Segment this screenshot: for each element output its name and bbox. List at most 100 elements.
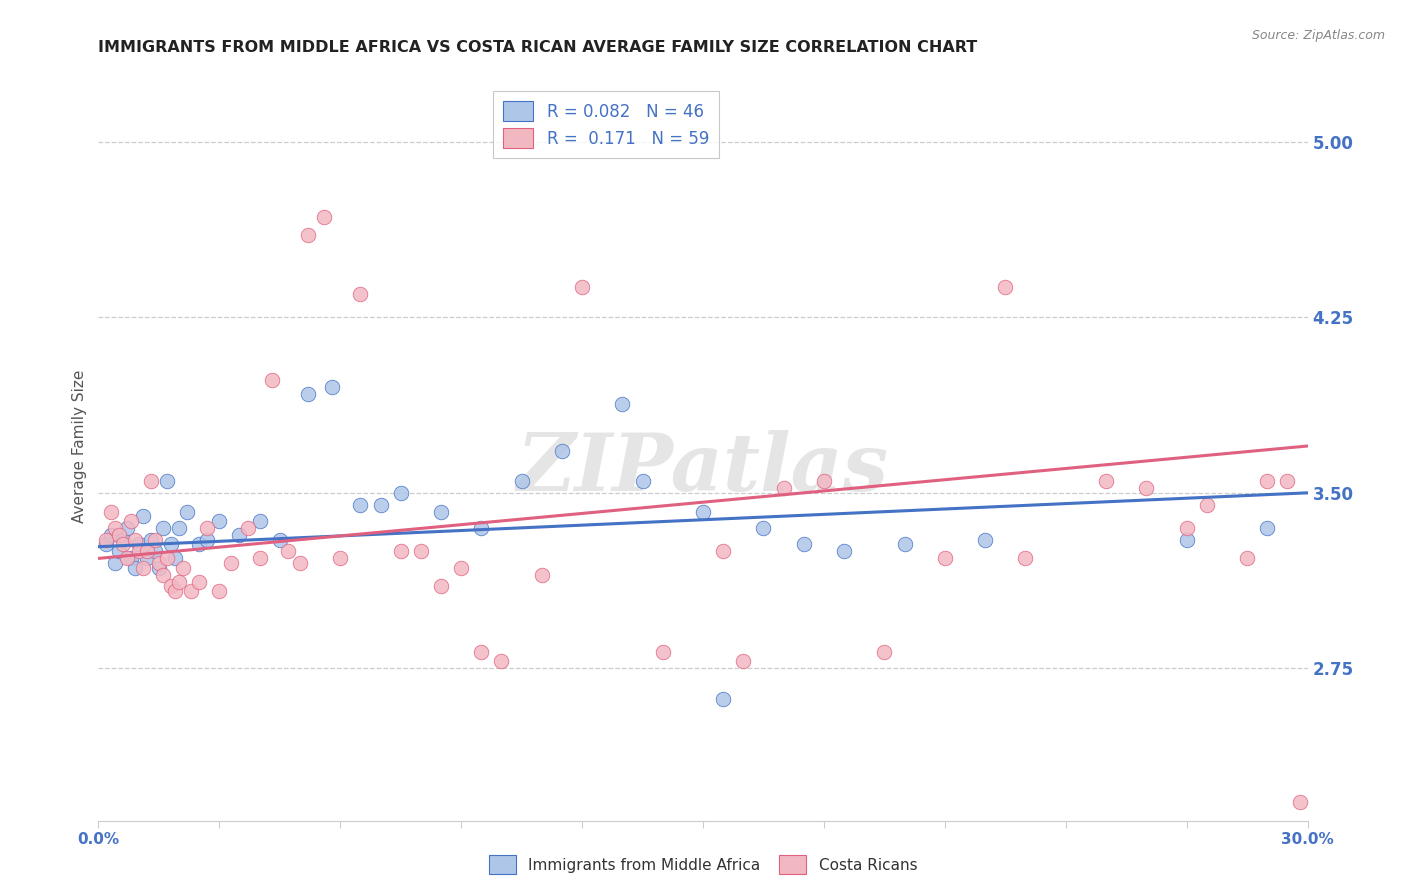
Point (167, 521, 190, 535)
Point (111, 537, 134, 551)
Point (208, 514, 231, 528)
Point (1175, 521, 1198, 535)
Point (1195, 498, 1218, 512)
Point (135, 544, 157, 558)
Point (651, 645, 673, 659)
Point (221, 556, 243, 570)
Point (832, 544, 855, 558)
Point (132, 561, 155, 575)
Point (228, 528, 250, 542)
Point (135, 551, 157, 566)
Point (148, 556, 170, 570)
Point (430, 580, 453, 594)
Point (208, 584, 231, 599)
Point (692, 505, 714, 519)
Point (139, 533, 162, 547)
Point (1135, 481, 1157, 495)
Point (389, 544, 412, 558)
Point (172, 561, 194, 575)
Point (370, 498, 392, 512)
Point (163, 584, 186, 599)
Point (733, 655, 755, 669)
Point (277, 544, 299, 558)
Point (873, 645, 896, 659)
Point (143, 533, 166, 547)
Point (329, 551, 352, 566)
Point (148, 561, 170, 575)
Point (1288, 795, 1310, 809)
Point (156, 551, 179, 566)
Point (236, 521, 259, 535)
Point (1277, 474, 1299, 488)
Point (297, 387, 319, 401)
Point (389, 486, 412, 500)
Text: IMMIGRANTS FROM MIDDLE AFRICA VS COSTA RICAN AVERAGE FAMILY SIZE CORRELATION CHA: IMMIGRANTS FROM MIDDLE AFRICA VS COSTA R… (98, 40, 977, 55)
Point (994, 280, 1017, 294)
Point (269, 533, 291, 547)
Point (128, 544, 150, 558)
Point (163, 551, 186, 566)
Point (813, 474, 835, 488)
Point (1095, 474, 1118, 488)
Point (974, 533, 997, 547)
Point (314, 210, 336, 224)
Point (143, 544, 166, 558)
Point (115, 521, 138, 535)
Point (510, 474, 533, 488)
Point (409, 544, 432, 558)
Point (195, 521, 218, 535)
Point (152, 521, 174, 535)
Point (111, 533, 134, 547)
Point (470, 645, 492, 659)
Point (1256, 521, 1278, 535)
Point (160, 537, 183, 551)
Point (1236, 551, 1258, 566)
Text: Source: ZipAtlas.com: Source: ZipAtlas.com (1251, 29, 1385, 43)
Point (124, 561, 146, 575)
Point (1256, 474, 1278, 488)
Text: ZIPatlas: ZIPatlas (517, 430, 889, 508)
Point (551, 443, 574, 458)
Legend: Immigrants from Middle Africa, Costa Ricans: Immigrants from Middle Africa, Costa Ric… (482, 849, 924, 880)
Point (349, 498, 371, 512)
Point (107, 528, 129, 542)
Point (176, 505, 198, 519)
Point (297, 228, 319, 243)
Point (120, 551, 142, 566)
Point (103, 521, 125, 535)
Point (430, 505, 453, 519)
Point (450, 561, 472, 575)
Point (100, 528, 122, 542)
Point (132, 509, 155, 524)
Point (530, 567, 553, 582)
Point (1014, 551, 1036, 566)
Point (752, 521, 775, 535)
Point (120, 514, 142, 528)
Point (321, 380, 343, 394)
Point (128, 537, 150, 551)
Point (249, 514, 271, 528)
Point (156, 474, 179, 488)
Point (1175, 533, 1198, 547)
Point (711, 544, 734, 558)
Point (188, 574, 211, 589)
Point (470, 521, 492, 535)
Point (571, 280, 593, 294)
Point (260, 374, 283, 388)
Point (124, 533, 146, 547)
Point (934, 551, 956, 566)
Point (249, 551, 271, 566)
Point (152, 567, 174, 582)
Point (115, 551, 138, 566)
Point (893, 537, 915, 551)
Y-axis label: Average Family Size: Average Family Size (72, 369, 87, 523)
Point (100, 505, 122, 519)
Point (793, 537, 815, 551)
Point (288, 556, 311, 570)
Point (96, 533, 118, 547)
Point (711, 692, 734, 706)
Point (160, 580, 183, 594)
Legend: R = 0.082   N = 46, R =  0.171   N = 59: R = 0.082 N = 46, R = 0.171 N = 59 (494, 91, 718, 158)
Point (96, 537, 118, 551)
Point (103, 556, 125, 570)
